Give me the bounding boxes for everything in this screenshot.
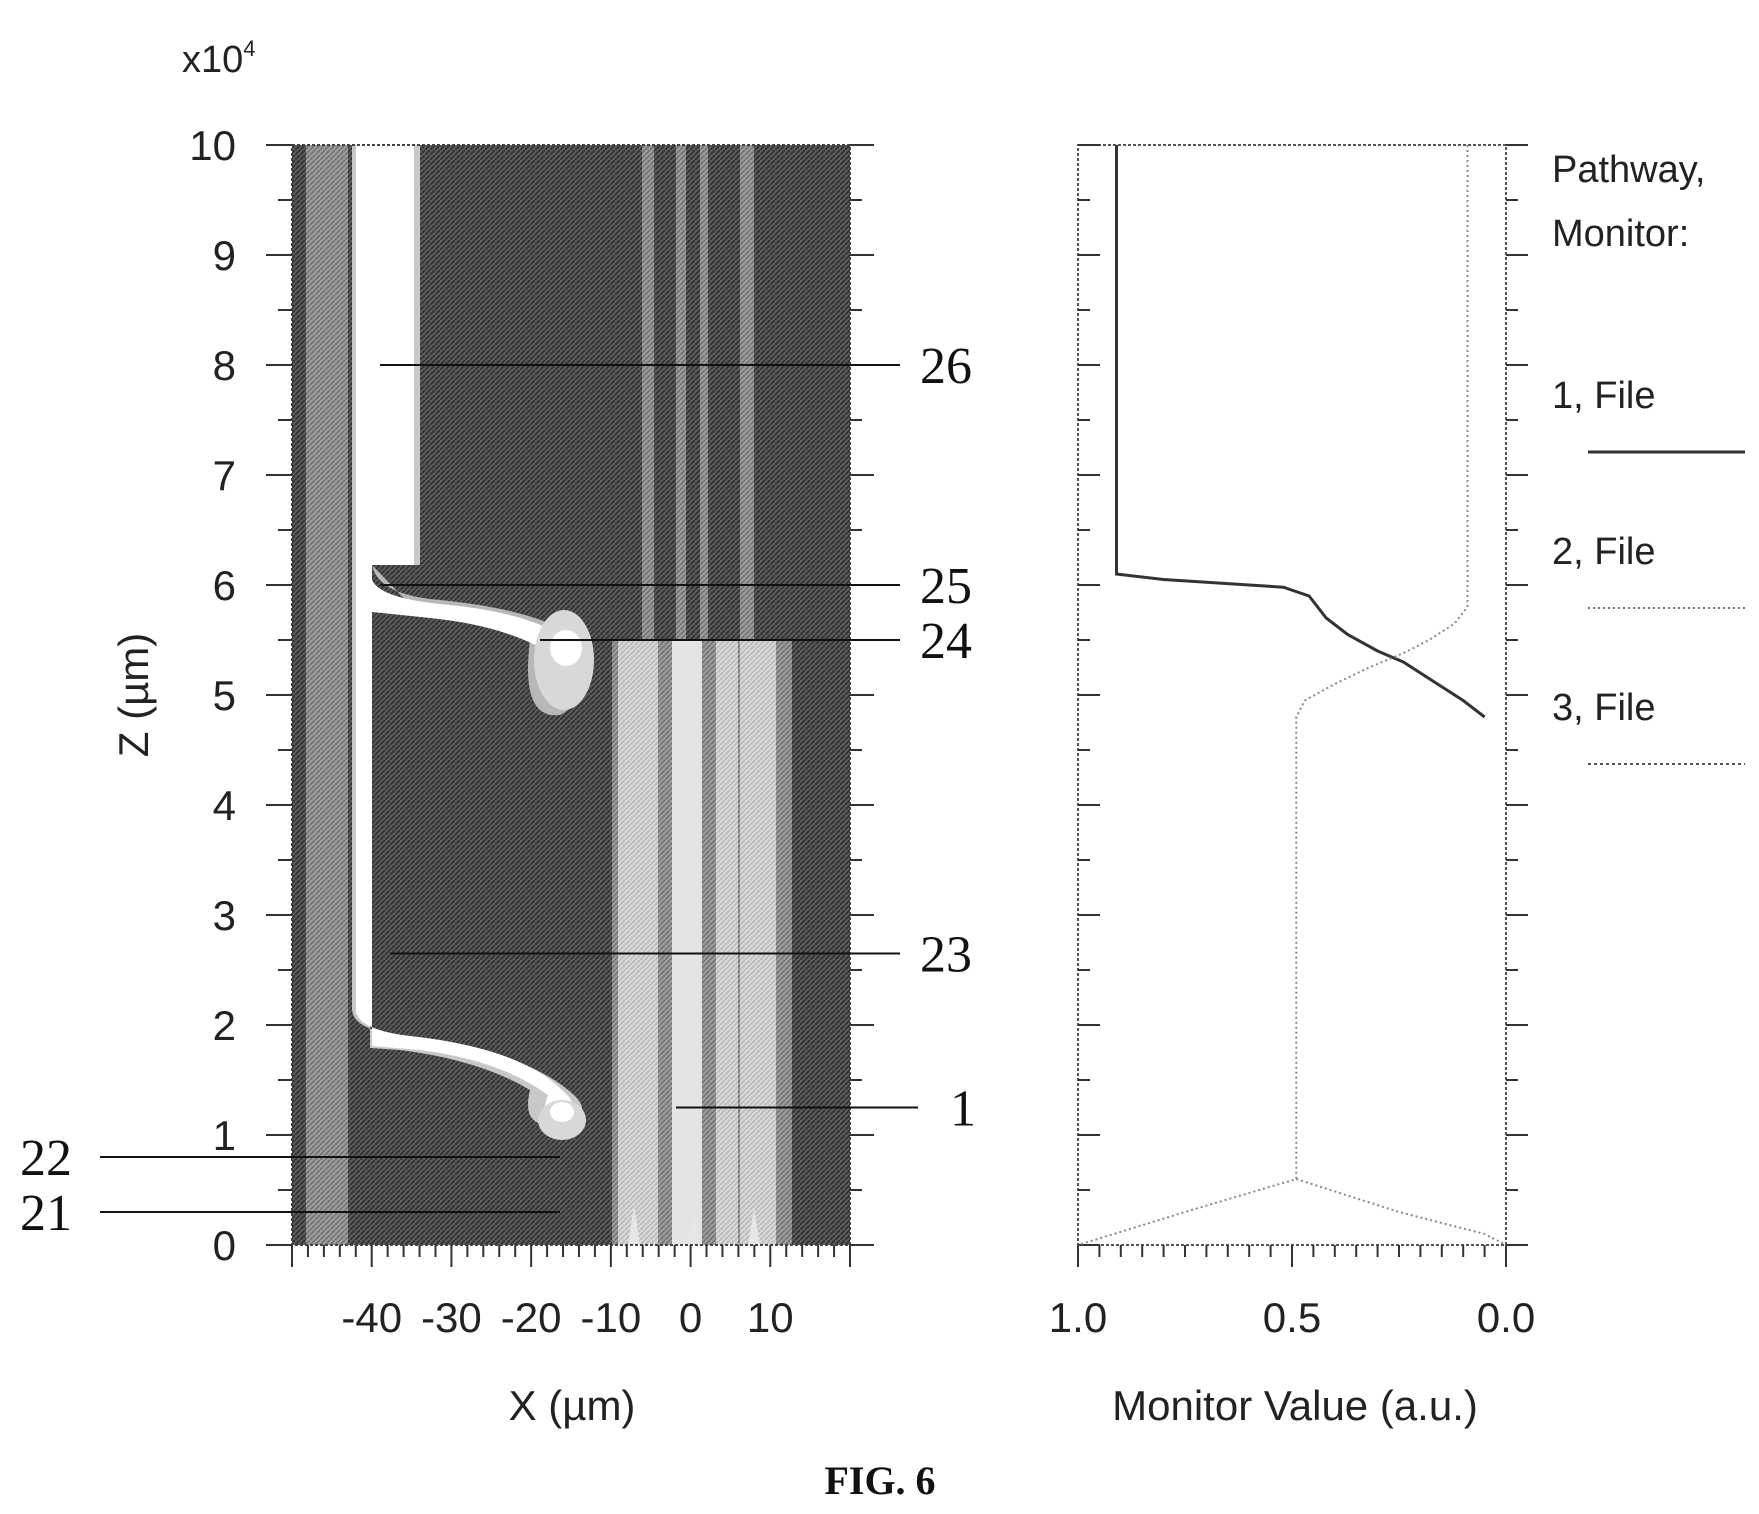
core-band xyxy=(716,640,738,1245)
core-band xyxy=(618,640,658,1245)
series-group xyxy=(1077,145,1507,1246)
core-band xyxy=(740,640,776,1245)
core-band xyxy=(618,660,658,690)
legend-title-line-2: Monitor: xyxy=(1552,213,1689,255)
y-tick-label: 4 xyxy=(213,782,236,829)
y-tick-label: 3 xyxy=(213,892,236,939)
y-tick-label: 6 xyxy=(213,562,236,609)
x-axis-label: X (µm) xyxy=(509,1382,636,1429)
left-axes: 0 1 2 3 4 5 6 7 8 9 10 -40 -30 -20 -10 0 10 xyxy=(189,122,874,1341)
series-line-1 xyxy=(1115,145,1486,719)
core-band xyxy=(740,145,754,640)
x-tick-label: -10 xyxy=(581,1294,642,1341)
y-tick-label: 5 xyxy=(213,672,236,719)
legend-entry-2: 2, File xyxy=(1552,531,1655,573)
y-tick-label: 10 xyxy=(189,122,236,169)
reference-label: 24 xyxy=(920,613,972,670)
core-band xyxy=(306,145,348,1245)
x-tick-label: 1.0 xyxy=(1049,1294,1107,1341)
series-line-2 xyxy=(1077,145,1469,1246)
mode-blob xyxy=(550,630,582,666)
waveguide-core xyxy=(356,145,414,565)
reference-label: 21 xyxy=(20,1185,72,1242)
x-tick-label: -40 xyxy=(341,1294,402,1341)
reference-label: 1 xyxy=(950,1081,976,1138)
x-tick-label: -20 xyxy=(501,1294,562,1341)
x-tick-label: 10 xyxy=(747,1294,794,1341)
y-tick-label: 2 xyxy=(213,1002,236,1049)
monitor-plot-panel: 1.0 0.5 0.0 Monitor Value (a.u.) Pathway, … xyxy=(1049,144,1745,1429)
core-band xyxy=(642,145,654,640)
core-band xyxy=(740,660,776,690)
waveguide-halo xyxy=(414,145,420,565)
core-band xyxy=(700,145,708,640)
plot-frame xyxy=(1077,144,1507,1246)
legend-entry-1: 1, File xyxy=(1552,375,1655,417)
x-tick-label: 0.0 xyxy=(1477,1294,1535,1341)
legend-title-line-1: Pathway, xyxy=(1552,149,1705,191)
core-band xyxy=(776,640,792,1245)
figure-caption: FIG. 6 xyxy=(824,1458,935,1503)
core-band xyxy=(676,145,686,640)
y-tick-label: 1 xyxy=(213,1112,236,1159)
x-tick-label: 0.5 xyxy=(1263,1294,1321,1341)
reference-label: 25 xyxy=(920,558,972,615)
y-tick-label: 7 xyxy=(213,452,236,499)
mode-blob xyxy=(550,1102,574,1122)
reference-label: 22 xyxy=(20,1130,72,1187)
y-axis-label: Z (µm) xyxy=(110,633,157,757)
y-tick-label: 8 xyxy=(213,342,236,389)
x-axis-label: Monitor Value (a.u.) xyxy=(1112,1382,1478,1429)
waveguide-core xyxy=(372,580,573,701)
mode-blob xyxy=(628,1205,760,1245)
reference-label: 23 xyxy=(920,927,972,984)
y-tick-label: 0 xyxy=(213,1222,236,1269)
reference-label: 26 xyxy=(920,338,972,395)
x-tick-label: 0 xyxy=(679,1294,702,1341)
y-multiplier: x104 xyxy=(182,36,256,81)
core-band xyxy=(672,640,702,1245)
y-tick-label: 9 xyxy=(213,232,236,279)
legend-entry-3: 3, File xyxy=(1552,687,1655,729)
x-tick-label: -30 xyxy=(421,1294,482,1341)
right-axes: 1.0 0.5 0.0 xyxy=(1049,144,1535,1341)
